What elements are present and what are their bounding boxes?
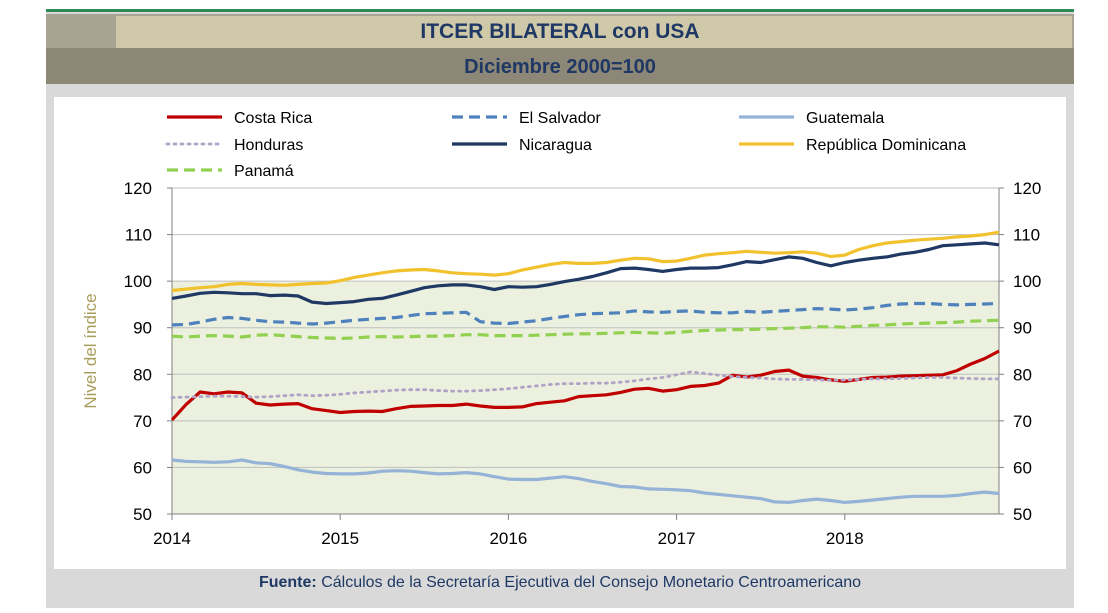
y-tick-label-right: 60 <box>1013 458 1032 477</box>
y-axis-title: Nivel del índice <box>81 293 100 408</box>
y-tick-label-right: 70 <box>1013 412 1032 431</box>
y-tick-label-left: 110 <box>125 226 152 245</box>
subtitle-band: Diciembre 2000=100 <box>46 48 1074 84</box>
y-tick-label-right: 100 <box>1013 272 1041 291</box>
y-tick-label-left: 70 <box>133 412 152 431</box>
source-note: Fuente: Cálculos de la Secretaría Ejecut… <box>46 568 1074 598</box>
chart-subtitle: Diciembre 2000=100 <box>464 56 656 78</box>
series-line-rep-blica-dominicana <box>171 230 1000 293</box>
series-line-panam- <box>171 318 1000 340</box>
x-tick-label: 2014 <box>153 529 191 548</box>
source-label: Fuente: <box>258 574 317 591</box>
series-line-guatemala <box>171 458 1000 504</box>
title-band: ITCER BILATERAL con USA <box>46 14 1074 48</box>
y-tick-label-right: 50 <box>1013 505 1032 524</box>
chart-title: ITCER BILATERAL con USA <box>420 20 700 43</box>
title-band-highlight <box>116 16 1072 48</box>
chart-panel: Costa Rica El Salvador Guatemala Honduras Ni… <box>54 97 1066 569</box>
y-axis-right: 50 60 70 80 90 100 110 120 <box>999 179 1041 524</box>
y-tick-label-left: 50 <box>133 505 152 524</box>
y-tick-label-right: 80 <box>1013 365 1032 384</box>
legend-label: Honduras <box>234 137 303 154</box>
legend: Costa Rica El Salvador Guatemala Honduras Ni… <box>165 110 966 180</box>
x-tick-label: 2017 <box>658 529 696 548</box>
y-tick-label-right: 110 <box>1013 226 1040 245</box>
y-tick-label-right: 90 <box>1013 319 1032 338</box>
source-text: Cálculos de la Secretaría Ejecutiva del … <box>321 574 862 591</box>
x-tick-label: 2015 <box>321 529 359 548</box>
line-chart: Costa Rica El Salvador Guatemala Honduras Ni… <box>81 110 1041 548</box>
legend-label: Costa Rica <box>234 110 312 127</box>
y-tick-label-left: 60 <box>133 458 152 477</box>
x-axis: 2014 2015 2016 2017 2018 <box>153 514 864 548</box>
y-tick-label-left: 90 <box>133 319 152 338</box>
legend-label: Panamá <box>234 163 294 180</box>
y-tick-label-right: 120 <box>1013 179 1041 198</box>
series-line-nicaragua <box>171 241 1000 306</box>
series-line-costa-rica <box>170 349 1000 421</box>
legend-label: El Salvador <box>519 110 601 127</box>
y-tick-label-left: 80 <box>133 365 152 384</box>
y-tick-label-left: 100 <box>124 272 152 291</box>
x-tick-label: 2018 <box>826 529 864 548</box>
series-line-honduras <box>170 370 1001 399</box>
legend-label: Guatemala <box>806 110 884 127</box>
x-tick-label: 2016 <box>489 529 527 548</box>
y-axis-left: 50 60 70 80 90 100 110 120 <box>124 179 172 524</box>
plot-area <box>170 187 1001 515</box>
y-tick-label-left: 120 <box>124 179 152 198</box>
series-line-el-salvador <box>171 301 1000 327</box>
legend-label: República Dominicana <box>806 137 966 154</box>
top-rule <box>46 9 1074 12</box>
legend-label: Nicaragua <box>519 137 592 154</box>
